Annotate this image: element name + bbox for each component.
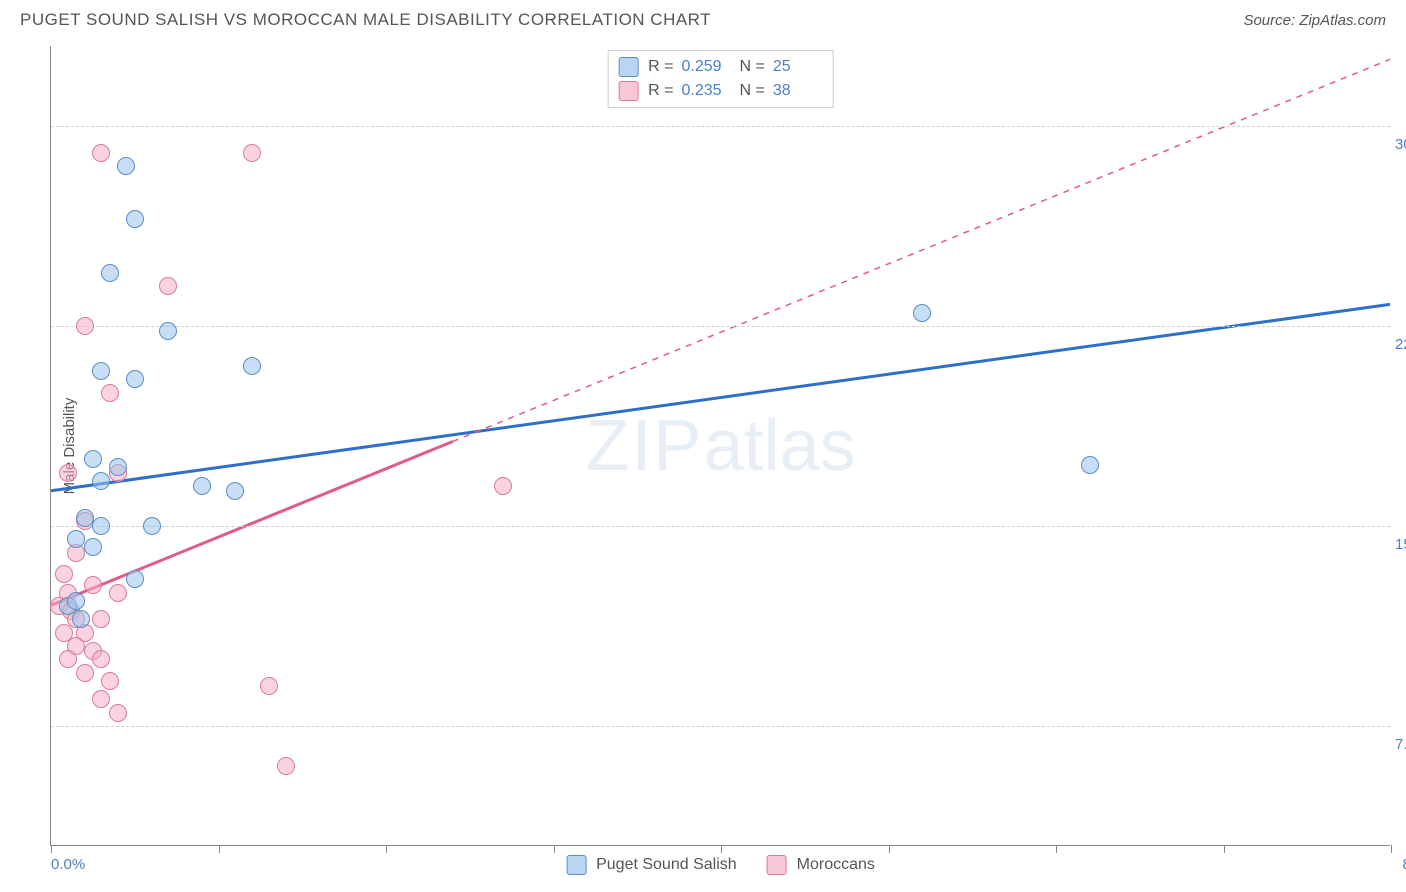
x-tick-label: 0.0%	[51, 856, 85, 873]
y-tick-label: 15.0%	[1395, 536, 1406, 553]
data-point-salish	[72, 610, 90, 628]
grid-line	[51, 726, 1390, 727]
data-point-moroccans	[109, 704, 127, 722]
data-point-salish	[126, 570, 144, 588]
stats-row-b: R = 0.235 N = 38	[618, 79, 823, 103]
data-point-moroccans	[494, 477, 512, 495]
data-point-salish	[159, 322, 177, 340]
data-point-moroccans	[59, 650, 77, 668]
x-tick	[1224, 845, 1225, 853]
data-point-salish	[243, 357, 261, 375]
data-point-salish	[117, 157, 135, 175]
data-point-salish	[193, 477, 211, 495]
data-point-moroccans	[84, 576, 102, 594]
y-tick-label: 7.5%	[1395, 736, 1406, 753]
source-label: Source: ZipAtlas.com	[1243, 12, 1386, 29]
legend-item-b: Moroccans	[767, 855, 875, 875]
x-tick	[51, 845, 52, 853]
x-tick	[1391, 845, 1392, 853]
y-tick-label: 22.5%	[1395, 336, 1406, 353]
x-tick	[721, 845, 722, 853]
data-point-moroccans	[101, 672, 119, 690]
data-point-salish	[84, 450, 102, 468]
data-point-salish	[67, 592, 85, 610]
data-point-moroccans	[92, 144, 110, 162]
x-tick	[554, 845, 555, 853]
data-point-salish	[109, 458, 127, 476]
data-point-moroccans	[59, 464, 77, 482]
data-point-salish	[84, 538, 102, 556]
stats-row-a: R = 0.259 N = 25	[618, 55, 823, 79]
chart-title: PUGET SOUND SALISH VS MOROCCAN MALE DISA…	[20, 10, 711, 30]
data-point-salish	[143, 517, 161, 535]
swatch-blue-icon	[618, 57, 638, 77]
x-tick	[219, 845, 220, 853]
data-point-salish	[1081, 456, 1099, 474]
y-tick-label: 30.0%	[1395, 136, 1406, 153]
legend-item-a: Puget Sound Salish	[566, 855, 737, 875]
swatch-pink-icon	[767, 855, 787, 875]
chart-area: ZIPatlas Male Disability 7.5%15.0%22.5%3…	[50, 46, 1390, 846]
data-point-moroccans	[260, 677, 278, 695]
data-point-moroccans	[76, 664, 94, 682]
plot-area: 7.5%15.0%22.5%30.0%0.0%80.0%	[51, 46, 1390, 845]
grid-line	[51, 126, 1390, 127]
swatch-pink-icon	[618, 81, 638, 101]
data-point-moroccans	[243, 144, 261, 162]
data-point-salish	[126, 370, 144, 388]
data-point-moroccans	[159, 277, 177, 295]
data-point-salish	[92, 517, 110, 535]
x-tick	[889, 845, 890, 853]
data-point-moroccans	[92, 650, 110, 668]
data-point-moroccans	[92, 610, 110, 628]
x-tick	[1056, 845, 1057, 853]
data-point-salish	[92, 472, 110, 490]
grid-line	[51, 326, 1390, 327]
data-point-salish	[92, 362, 110, 380]
stats-legend: R = 0.259 N = 25 R = 0.235 N = 38	[607, 50, 834, 108]
data-point-moroccans	[55, 565, 73, 583]
x-tick-label: 80.0%	[1402, 856, 1406, 873]
data-point-salish	[101, 264, 119, 282]
data-point-salish	[126, 210, 144, 228]
data-point-moroccans	[277, 757, 295, 775]
data-point-moroccans	[92, 690, 110, 708]
swatch-blue-icon	[566, 855, 586, 875]
data-point-salish	[76, 509, 94, 527]
data-point-moroccans	[76, 317, 94, 335]
data-point-moroccans	[101, 384, 119, 402]
data-point-salish	[913, 304, 931, 322]
x-tick	[386, 845, 387, 853]
grid-line	[51, 526, 1390, 527]
data-point-moroccans	[109, 584, 127, 602]
data-point-salish	[226, 482, 244, 500]
data-point-salish	[67, 530, 85, 548]
bottom-legend: Puget Sound Salish Moroccans	[566, 855, 875, 875]
